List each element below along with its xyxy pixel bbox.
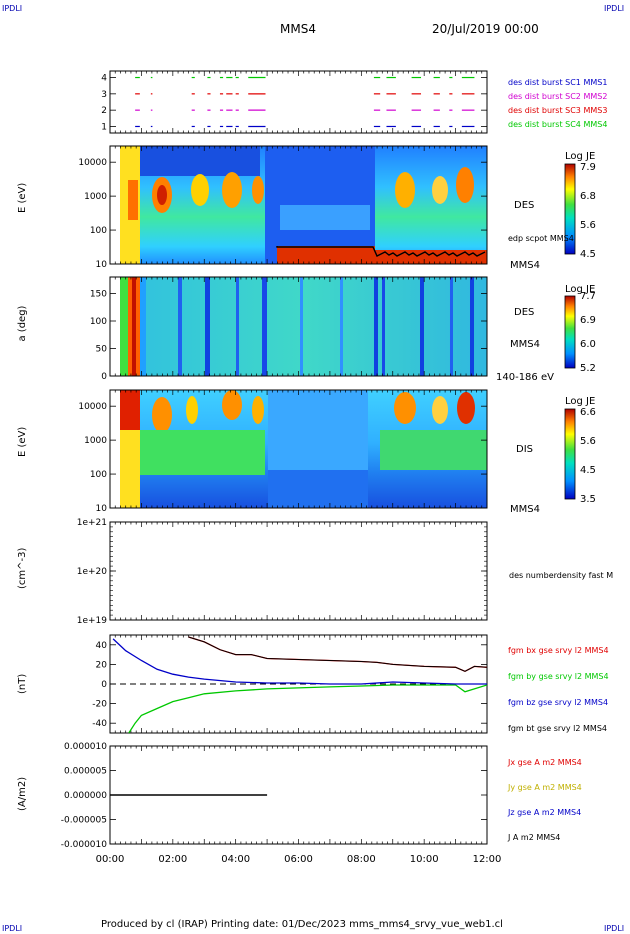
bfield-series-bz	[112, 638, 487, 685]
legend-bfield-bz: fgm bz gse srvy l2 MMS4	[508, 698, 608, 707]
des-energy-label2: MMS4	[510, 260, 540, 271]
density-ytick-label: 1e+19	[77, 616, 108, 626]
legend-density: des numberdensity fast M	[509, 571, 613, 580]
des-energy-ytick-label: 10	[96, 260, 108, 270]
legend-burst-mms1: des dist burst SC1 MMS1	[508, 78, 607, 87]
dis-energy-colorbar-title: Log JE	[565, 396, 595, 407]
bfield-ytick-label: -20	[92, 700, 107, 710]
panel-frame-burst	[109, 70, 488, 134]
legend-bfield-bt: fgm bt gse srvy l2 MMS4	[508, 724, 607, 733]
dis-energy-ytick-label: 10	[96, 504, 108, 514]
des-energy-colorbar-title: Log JE	[565, 151, 595, 162]
x-tick-label: 10:00	[410, 854, 439, 865]
des-pitch-label: DES	[514, 307, 534, 318]
legend-current-jx: Jx gse A m2 MMS4	[507, 758, 582, 767]
dis-energy-ylabel: E (eV)	[17, 427, 28, 457]
bfield-ytick-label: -40	[92, 719, 107, 729]
current-ytick-label: 0.000010	[64, 742, 107, 752]
current-ytick-label: 0.000000	[64, 791, 107, 801]
des-energy-ytick-label: 1000	[84, 192, 107, 202]
colorbar-des-energy	[564, 163, 576, 255]
des-pitch-colorbar-tick: 6.9	[580, 315, 596, 326]
corner-left-bottom: IPDLI	[2, 924, 23, 933]
scpot-line	[276, 246, 486, 257]
des-pitch-label2: MMS4	[510, 339, 540, 350]
corner-right-bottom: IPDLI	[604, 924, 625, 933]
des-pitch-range-label: 140-186 eV	[496, 372, 554, 383]
bfield-ytick-label: 0	[101, 680, 107, 690]
bfield-ytick-label: 20	[96, 660, 108, 670]
des-pitch-ylabel: a (deg)	[17, 305, 28, 341]
current-ytick-label: 0.000005	[64, 767, 107, 777]
des-pitch-colorbar-tick: 6.0	[580, 339, 596, 350]
current-ylabel: (A/m2)	[17, 777, 28, 811]
legend-current-jy: Jy gse A m2 MMS4	[507, 783, 582, 792]
legend-burst-mms2: des dist burst SC2 MMS2	[508, 92, 607, 101]
burst-ytick-label: 4	[101, 74, 107, 84]
legend-burst-mms3: des dist burst SC3 MMS3	[508, 106, 607, 115]
des-energy-colorbar-tick: 5.6	[580, 220, 596, 231]
dis-energy-ytick-label: 100	[90, 470, 107, 480]
legend-current-j: J A m2 MMS4	[507, 833, 560, 842]
dis-energy-ytick-label: 1000	[84, 436, 107, 446]
current-ytick-label: -0.000005	[61, 816, 107, 826]
colorbar-des-pitch	[564, 295, 576, 369]
burst-ytick-label: 1	[101, 122, 107, 132]
density-ytick-label: 1e+21	[77, 518, 107, 528]
des-energy-ytick-label: 10000	[78, 158, 107, 168]
des-energy-colorbar-tick: 6.8	[580, 191, 596, 202]
dis-energy-colorbar-tick: 5.6	[580, 436, 596, 447]
x-tick-label: 04:00	[221, 854, 250, 865]
des-energy-colorbar-tick: 4.5	[580, 249, 596, 260]
dis-energy-colorbar-tick: 6.6	[580, 407, 596, 418]
dis-energy-colorbar-tick: 4.5	[580, 465, 596, 476]
footer-text: Produced by cl (IRAP) Printing date: 01/…	[101, 919, 503, 930]
legend-bfield-by: fgm by gse srvy l2 MMS4	[508, 672, 609, 681]
bfield-ytick-label: 40	[96, 641, 108, 651]
burst-ytick-label: 2	[101, 106, 107, 116]
des-pitch-angle-spectrogram	[120, 277, 487, 376]
corner-left-top: IPDLI	[2, 4, 23, 13]
bfield-ylabel: (nT)	[17, 674, 28, 694]
des-energy-colorbar-tick: 7.9	[580, 162, 596, 173]
des-pitch-ytick-label: 100	[90, 317, 107, 327]
bfield-series-by	[128, 684, 487, 733]
des-pitch-ytick-label: 50	[96, 345, 108, 355]
bfield-series-bt	[188, 636, 487, 672]
dis-energy-label: DIS	[516, 444, 533, 455]
des-energy-ylabel: E (eV)	[17, 183, 28, 213]
page-title: MMS4	[280, 22, 316, 36]
x-tick-label: 06:00	[284, 854, 313, 865]
legend-current-jz: Jz gse A m2 MMS4	[507, 808, 581, 817]
legend-burst-mms4: des dist burst SC4 MMS4	[508, 120, 607, 129]
panel-frame-density	[109, 521, 488, 621]
dis-energy-label2: MMS4	[510, 504, 540, 515]
x-tick-label: 12:00	[473, 854, 502, 865]
des-pitch-colorbar-tick: 7.7	[580, 291, 596, 302]
burst-ytick-label: 3	[101, 90, 107, 100]
dis-energy-colorbar-tick: 3.5	[580, 494, 596, 505]
des-pitch-ytick-label: 0	[101, 372, 107, 382]
corner-right-top: IPDLI	[604, 4, 625, 13]
des-pitch-colorbar-title: Log JE	[565, 284, 595, 295]
des-energy-ytick-label: 100	[90, 226, 107, 236]
density-ytick-label: 1e+20	[77, 567, 108, 577]
x-tick-label: 08:00	[347, 854, 376, 865]
legend-bfield-bx: fgm bx gse srvy l2 MMS4	[508, 646, 609, 655]
des-energy-spectrogram	[120, 146, 487, 264]
dis-energy-spectrogram	[120, 390, 487, 508]
des-pitch-ytick-label: 150	[90, 290, 107, 300]
x-tick-label: 00:00	[96, 854, 125, 865]
dis-energy-ytick-label: 10000	[78, 402, 107, 412]
scpot-overlay-label: edp scpot MMS4	[508, 234, 574, 243]
x-tick-label: 02:00	[158, 854, 187, 865]
des-energy-label: DES	[514, 200, 534, 211]
density-ylabel: (cm^-3)	[17, 548, 28, 589]
page-date: 20/Jul/2019 00:00	[432, 22, 539, 36]
des-pitch-colorbar-tick: 5.2	[580, 363, 596, 374]
colorbar-dis-energy	[564, 408, 576, 500]
current-ytick-label: -0.000010	[61, 840, 107, 850]
